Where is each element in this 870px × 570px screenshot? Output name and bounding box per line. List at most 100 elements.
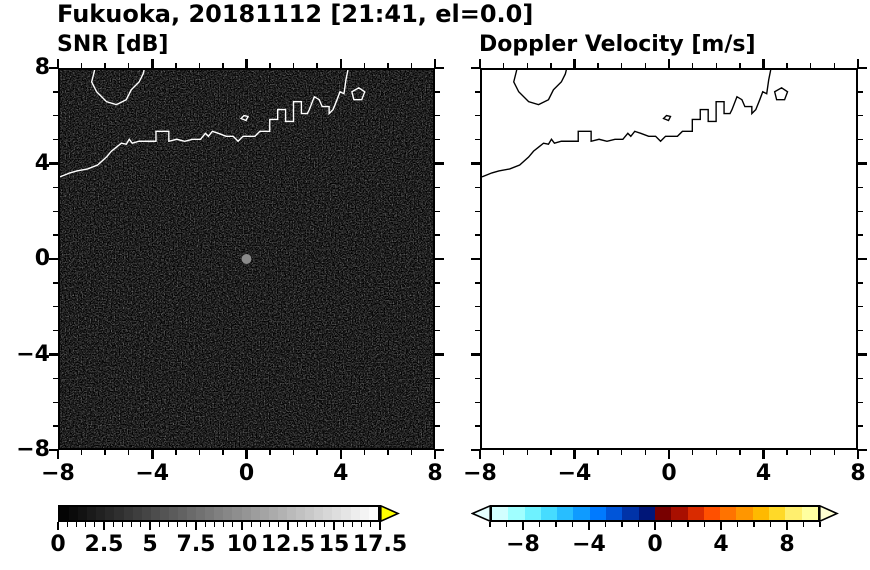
axis-tick (127, 63, 130, 68)
axis-tick (475, 186, 480, 189)
axis-tick (53, 306, 58, 308)
colorbar-segment (96, 507, 106, 520)
colorbar-tick (296, 522, 298, 527)
colorbar-tick-label: 0 (647, 532, 663, 557)
doppler-plot-image (482, 70, 856, 448)
axis-tick (856, 450, 860, 459)
axis-tick (53, 377, 58, 380)
colorbar-segment (557, 507, 574, 520)
axis-tick (127, 450, 130, 455)
axis-tick (435, 329, 440, 332)
colorbar-tick (505, 522, 508, 527)
axis-tick (858, 138, 863, 141)
colorbar-tick (121, 522, 123, 527)
axis-tick (316, 63, 318, 68)
colorbar-segment (492, 507, 509, 520)
colorbar-segment (69, 507, 79, 520)
axis-tick (80, 63, 83, 68)
colorbar-tick (555, 522, 557, 527)
axis-tick (858, 282, 863, 284)
colorbar-tick (140, 522, 142, 527)
axis-tick (49, 257, 58, 261)
axis-tick (435, 282, 440, 284)
colorbar-tick (75, 522, 77, 527)
axis-tick (475, 138, 480, 141)
coastline-doppler (482, 70, 789, 178)
colorbar-segment (123, 507, 133, 520)
colorbar-segment (606, 507, 623, 520)
doppler-x-tick-label: 8 (850, 461, 866, 486)
axis-tick (833, 63, 836, 68)
doppler-colorbar-under-arrow-icon (471, 505, 491, 522)
axis-tick (475, 377, 480, 380)
axis-tick (151, 59, 154, 68)
colorbar-tick (361, 522, 363, 527)
axis-tick (56, 450, 60, 459)
axis-tick (810, 450, 812, 455)
axis-tick (691, 63, 694, 68)
axis-tick (475, 401, 480, 403)
axis-tick (762, 59, 765, 68)
axis-tick (292, 63, 295, 68)
axis-tick (573, 59, 576, 68)
axis-tick (858, 162, 867, 165)
colorbar-segment (654, 507, 672, 520)
snr-x-tick-label: 0 (238, 461, 255, 486)
axis-tick (49, 353, 58, 356)
axis-tick (739, 63, 741, 68)
axis-tick (151, 450, 154, 459)
axis-tick (858, 353, 867, 356)
axis-tick (80, 450, 83, 455)
colorbar-tick-label: −4 (572, 532, 606, 557)
axis-tick (667, 59, 671, 68)
colorbar-tick (315, 522, 317, 527)
axis-tick (475, 306, 480, 308)
axis-tick (435, 115, 440, 117)
colorbar-tick (720, 522, 722, 530)
colorbar-tick (670, 522, 673, 527)
snr-y-tick-label: 4 (34, 150, 50, 176)
colorbar-tick (287, 522, 289, 530)
colorbar-segment (205, 507, 215, 520)
colorbar-segment (323, 507, 333, 520)
axis-tick (478, 59, 482, 68)
colorbar-segment (752, 507, 770, 520)
colorbar-segment (769, 507, 786, 520)
axis-tick (644, 450, 647, 455)
axis-tick (475, 115, 480, 117)
snr-y-tick-label: −8 (16, 436, 50, 462)
colorbar-tick-label: 12.5 (260, 532, 316, 557)
colorbar-segment (720, 507, 737, 520)
colorbar-tick (158, 522, 160, 527)
colorbar-tick-label: 4 (713, 532, 729, 557)
axis-tick (56, 59, 60, 68)
axis-tick (644, 63, 647, 68)
figure-title: Fukuoka, 20181112 [21:41, el=0.0] (57, 0, 534, 28)
axis-tick (550, 63, 552, 68)
axis-tick (53, 401, 58, 403)
doppler-x-tick-label: 0 (661, 461, 677, 486)
axis-tick (475, 91, 480, 93)
axis-tick (410, 450, 413, 455)
colorbar-tick-label: 2.5 (84, 532, 124, 557)
colorbar-segment (159, 507, 169, 520)
axis-tick (786, 450, 788, 455)
colorbar-tick (786, 522, 788, 530)
colorbar-tick (85, 522, 87, 527)
colorbar-segment (524, 507, 541, 520)
colorbar-tick (588, 522, 590, 530)
colorbar-tick (167, 522, 169, 527)
axis-tick (435, 353, 444, 356)
axis-tick (762, 450, 765, 459)
colorbar-tick (250, 522, 252, 527)
colorbar-segment (622, 507, 639, 520)
colorbar-segment (141, 507, 151, 520)
colorbar-segment (150, 507, 160, 520)
axis-tick (53, 138, 58, 141)
axis-tick (175, 63, 177, 68)
colorbar-segment (296, 507, 306, 520)
colorbar-tick (621, 522, 623, 527)
colorbar-tick (522, 522, 524, 530)
colorbar-segment (87, 507, 97, 520)
colorbar-segment (638, 507, 655, 520)
